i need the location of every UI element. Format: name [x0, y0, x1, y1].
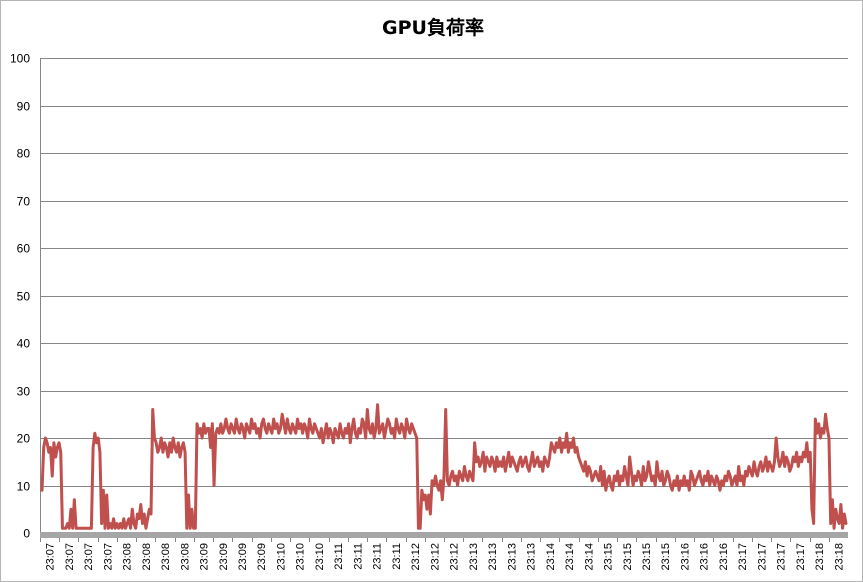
- x-axis: [40, 58, 848, 538]
- x-tick-label: 23:17: [756, 543, 768, 571]
- x-tick-label: 23:18: [814, 543, 826, 571]
- x-axis-tick-labels: 23:07 23:07 23:07 23:07 23:08 23:08 23:08 23:08…: [40, 538, 845, 571]
- x-tick-label: 23:12: [410, 543, 422, 571]
- y-axis-tick-labels: 0 10 20 30 40 50 60 70 80 90 100: [10, 52, 30, 541]
- y-tick-label: 20: [17, 432, 31, 446]
- y-tick-label: 0: [23, 527, 30, 541]
- x-tick-label: 23:08: [160, 543, 172, 571]
- x-tick-label: 23:13: [526, 543, 538, 571]
- y-tick-label: 100: [10, 52, 30, 66]
- x-tick-label: 23:07: [102, 543, 114, 571]
- chart-title: GPU負荷率: [382, 16, 484, 39]
- x-tick-label: 23:12: [429, 543, 441, 571]
- x-tick-label: 23:11: [391, 543, 403, 570]
- series-layer: [40, 403, 848, 530]
- x-tick-label: 23:09: [218, 543, 230, 571]
- x-tick-label: 23:07: [83, 543, 95, 571]
- x-tick-label: 23:08: [141, 543, 153, 571]
- x-tick-label: 23:08: [179, 543, 191, 571]
- x-tick-label: 23:15: [660, 543, 672, 571]
- x-tick-label: 23:14: [583, 543, 595, 571]
- y-tick-label: 70: [17, 195, 31, 209]
- x-tick-label: 23:17: [737, 543, 749, 571]
- x-tick-label: 23:09: [237, 543, 249, 571]
- x-tick-label: 23:11: [333, 543, 345, 570]
- x-tick-label: 23:07: [45, 543, 57, 571]
- x-tick-label: 23:16: [718, 543, 730, 571]
- x-tick-label: 23:18: [833, 543, 845, 571]
- x-tick-label: 23:16: [680, 543, 692, 571]
- x-axis-band: [40, 532, 848, 538]
- y-tick-label: 10: [17, 480, 31, 494]
- x-tick-label: 23:17: [776, 543, 788, 571]
- y-tick-label: 50: [17, 290, 31, 304]
- x-tick-label: 23:16: [699, 543, 711, 571]
- x-tick-label: 23:09: [199, 543, 211, 571]
- y-tick-label: 90: [17, 100, 31, 114]
- x-tick-label: 23:13: [468, 543, 480, 571]
- y-tick-label: 80: [17, 147, 31, 161]
- x-tick-label: 23:15: [603, 543, 615, 571]
- x-tick-label: 23:09: [256, 543, 268, 571]
- x-tick-label: 23:12: [449, 543, 461, 571]
- y-tick-label: 30: [17, 385, 31, 399]
- x-tick-label: 23:15: [622, 543, 634, 571]
- x-tick-label: 23:07: [64, 543, 76, 571]
- x-tick-label: 23:14: [564, 543, 576, 571]
- series-line-gpu-load: [40, 403, 848, 530]
- y-tick-label: 40: [17, 337, 31, 351]
- x-tick-label: 23:10: [314, 543, 326, 571]
- x-tick-label: 23:08: [122, 543, 134, 571]
- x-tick-label: 23:17: [795, 543, 807, 571]
- x-tick-label: 23:15: [641, 543, 653, 571]
- x-tick-label: 23:10: [276, 543, 288, 571]
- x-tick-label: 23:10: [295, 543, 307, 571]
- x-tick-label: 23:14: [545, 543, 557, 571]
- x-tick-label: 23:11: [352, 543, 364, 570]
- x-tick-label: 23:11: [372, 543, 384, 570]
- x-tick-label: 23:13: [506, 543, 518, 571]
- y-tick-label: 60: [17, 242, 31, 256]
- x-tick-label: 23:13: [487, 543, 499, 571]
